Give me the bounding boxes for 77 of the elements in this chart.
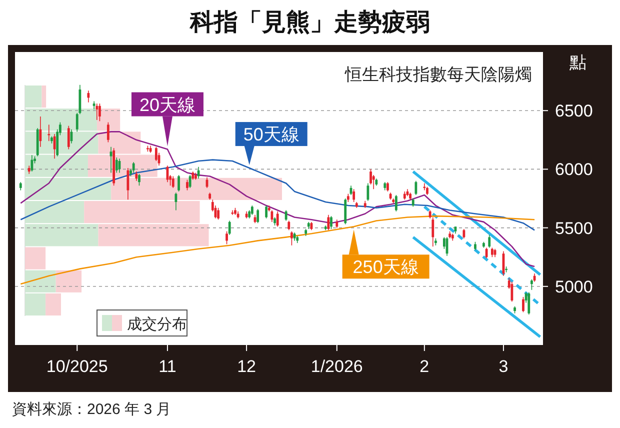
candlestick xyxy=(330,216,332,230)
y-tick-label: 5000 xyxy=(555,277,593,296)
candlestick xyxy=(217,207,220,220)
x-tick-label: 1/2026 xyxy=(310,357,363,376)
y-axis-title: 點 xyxy=(568,53,586,72)
x-tick-label: 12 xyxy=(237,357,256,376)
candlestick xyxy=(228,220,231,236)
candlestick xyxy=(126,168,130,200)
candlestick xyxy=(488,234,491,248)
candlestick xyxy=(490,247,494,258)
candlestick xyxy=(30,154,34,172)
legend-label: 250天線 xyxy=(352,257,419,278)
candlestick xyxy=(327,214,330,231)
candlestick xyxy=(78,84,82,115)
text: 恒生科技指數每天陰陽燭 xyxy=(344,65,532,84)
x-tick-label: 3 xyxy=(498,357,508,376)
candlestick xyxy=(188,174,192,188)
y-tick-label: 5500 xyxy=(555,218,593,238)
bar xyxy=(25,247,46,270)
candlestick xyxy=(87,90,90,103)
series-label: 20天線 xyxy=(139,94,196,115)
candlestick xyxy=(528,292,530,315)
legend: 成交分布 xyxy=(96,310,188,336)
candlestick xyxy=(39,116,42,148)
candlestick xyxy=(92,100,96,110)
candlestick xyxy=(394,194,398,212)
candlestick xyxy=(288,220,290,231)
candlestick xyxy=(154,146,158,162)
line-series xyxy=(20,215,536,285)
candlestick xyxy=(366,182,370,202)
candlestick xyxy=(76,112,78,132)
candlestick xyxy=(115,157,118,174)
candlestick xyxy=(510,281,514,302)
line-series xyxy=(20,159,536,231)
candlestick xyxy=(174,192,178,211)
candlestick xyxy=(414,180,418,196)
candlestick xyxy=(132,162,135,174)
candlestick xyxy=(231,210,234,216)
candlestick xyxy=(250,205,254,216)
candlestick xyxy=(67,125,70,150)
candlestick xyxy=(386,182,389,192)
candlestick xyxy=(265,205,268,219)
candlestick xyxy=(352,188,356,202)
x-tick-label: 2 xyxy=(420,357,430,376)
candlestick xyxy=(172,176,174,188)
y-tick-label: 6500 xyxy=(555,102,593,121)
candlestick xyxy=(186,179,188,191)
candlestick xyxy=(442,236,446,250)
candlestick xyxy=(256,208,260,224)
series-label: 50天線 xyxy=(243,124,300,145)
candlestick xyxy=(96,103,98,120)
candlestick xyxy=(432,216,434,247)
candlestick xyxy=(370,168,372,185)
candlestick xyxy=(530,278,533,290)
y-tick-label: 6000 xyxy=(555,160,593,180)
candlestick xyxy=(344,198,347,225)
bar xyxy=(42,86,46,108)
candlestick xyxy=(522,296,524,313)
candlestick xyxy=(270,210,274,222)
x-tick-label: 11 xyxy=(158,357,176,376)
candlestick xyxy=(48,124,50,142)
candlestick xyxy=(276,210,279,228)
candlestick xyxy=(462,228,466,239)
candlestick xyxy=(138,173,140,186)
candlestick xyxy=(284,210,288,222)
candlestick xyxy=(178,174,180,192)
chart-title: 科指「見熊」走勢疲弱 xyxy=(189,9,430,36)
candlestick xyxy=(135,171,138,182)
legend-title: 成交分布 xyxy=(127,316,187,333)
candlestick xyxy=(423,182,426,191)
candlestick xyxy=(372,174,375,190)
candlestick xyxy=(98,103,101,122)
source-note: 資料來源：2026 年 3 月 xyxy=(12,401,172,418)
candlestick xyxy=(106,122,110,143)
candlestick xyxy=(226,230,228,245)
candlestick xyxy=(290,230,293,246)
x-tick-label: 10/2025 xyxy=(46,357,108,376)
